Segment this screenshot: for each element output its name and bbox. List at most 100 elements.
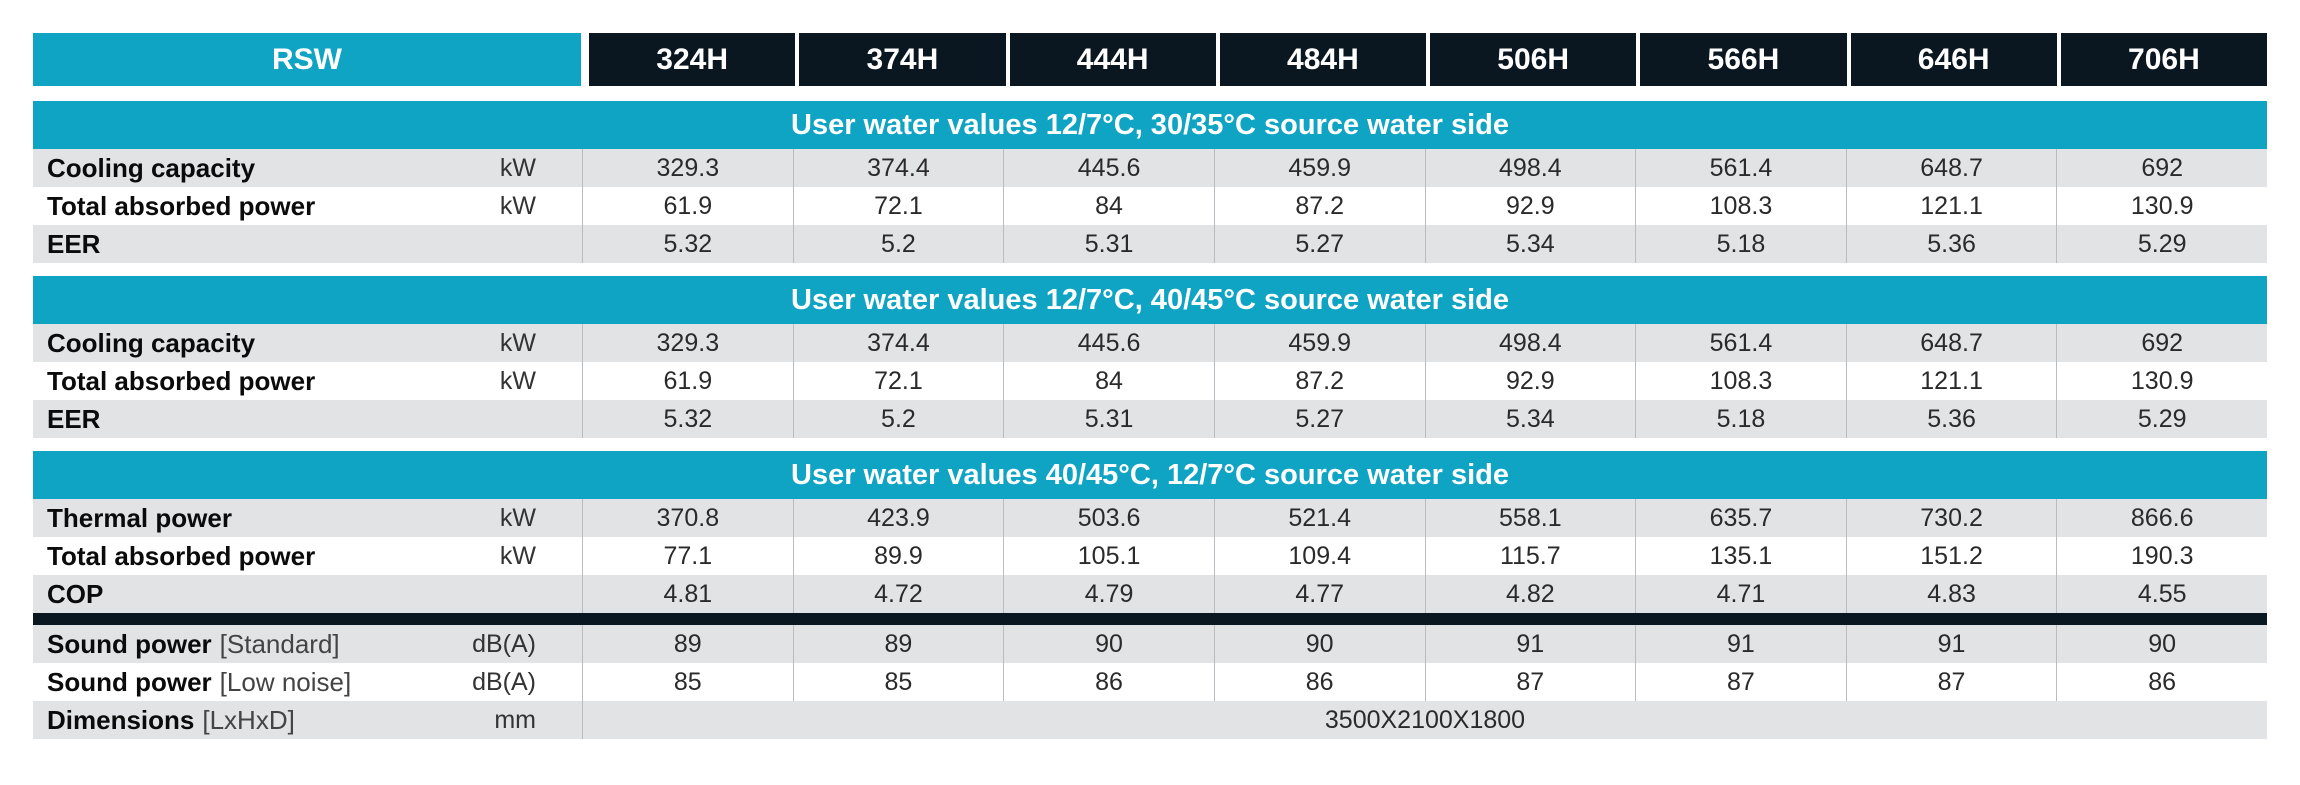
cell-value: 5.34 bbox=[1424, 225, 1636, 263]
cell-value: 5.32 bbox=[582, 400, 793, 438]
row-unit: kW bbox=[499, 191, 536, 220]
cell-value: 423.9 bbox=[792, 499, 1004, 537]
cell-value: 92.9 bbox=[1424, 187, 1636, 225]
cell-value: 4.82 bbox=[1424, 575, 1636, 613]
cell-value: 90 bbox=[1213, 625, 1425, 663]
spec-table: RSW 324H 374H 444H 484H 506H 566H 646H 7… bbox=[33, 33, 2267, 739]
cell-value: 692 bbox=[2056, 149, 2267, 187]
cell-value: 72.1 bbox=[792, 362, 1004, 400]
cell-value: 648.7 bbox=[1845, 324, 2057, 362]
row-label: Sound power bbox=[47, 628, 212, 659]
cell-value: 115.7 bbox=[1424, 537, 1636, 575]
cell-value: 4.79 bbox=[1003, 575, 1214, 613]
row-unit: dB(A) bbox=[472, 667, 536, 696]
model-506h: 506H bbox=[1430, 33, 1637, 86]
row-label: Cooling capacity bbox=[47, 152, 256, 183]
cell-value: 5.18 bbox=[1635, 225, 1846, 263]
cell-value: 4.83 bbox=[1845, 575, 2057, 613]
row-label: Thermal power bbox=[47, 502, 232, 533]
cell-value: 648.7 bbox=[1845, 149, 2057, 187]
row-sublabel: [LxHxD] bbox=[202, 704, 295, 735]
row-label: Dimensions bbox=[47, 704, 195, 735]
cell-value: 370.8 bbox=[582, 499, 793, 537]
cell-value: 374.4 bbox=[792, 149, 1004, 187]
cell-value: 866.6 bbox=[2056, 499, 2267, 537]
cell-value: 89 bbox=[792, 625, 1004, 663]
cell-value: 130.9 bbox=[2056, 187, 2267, 225]
cell-value: 5.29 bbox=[2056, 225, 2267, 263]
row-label: Total absorbed power bbox=[47, 365, 316, 396]
model-374h: 374H bbox=[799, 33, 1006, 86]
section-2-title: User water values 12/7°C, 40/45°C source… bbox=[33, 276, 2267, 324]
cell-value: 77.1 bbox=[582, 537, 793, 575]
section-3-title: User water values 40/45°C, 12/7°C source… bbox=[33, 451, 2267, 499]
cell-value: 374.4 bbox=[792, 324, 1004, 362]
cell-value: 5.18 bbox=[1635, 400, 1846, 438]
cell-value: 87.2 bbox=[1213, 187, 1425, 225]
cell-value: 91 bbox=[1424, 625, 1636, 663]
cell-value: 5.27 bbox=[1213, 400, 1425, 438]
cell-value: 4.71 bbox=[1635, 575, 1846, 613]
cell-value: 5.36 bbox=[1845, 225, 2057, 263]
cell-value: 5.2 bbox=[792, 225, 1004, 263]
row-unit: kW bbox=[499, 153, 536, 182]
row-unit: kW bbox=[499, 366, 536, 395]
cell-value: 121.1 bbox=[1845, 187, 2057, 225]
cell-value: 61.9 bbox=[582, 187, 793, 225]
cell-value: 5.2 bbox=[792, 400, 1004, 438]
cell-value: 121.1 bbox=[1845, 362, 2057, 400]
table-row: Dimensions [LxHxD] mm 3500X2100X1800 bbox=[33, 701, 2267, 739]
table-row: COP 4.81 4.72 4.79 4.77 4.82 4.71 4.83 4… bbox=[33, 575, 2267, 613]
row-label: EER bbox=[47, 228, 101, 259]
cell-value: 105.1 bbox=[1003, 537, 1214, 575]
table-row: EER 5.32 5.2 5.31 5.27 5.34 5.18 5.36 5.… bbox=[33, 225, 2267, 263]
cell-value: 61.9 bbox=[582, 362, 793, 400]
table-row: Sound power [Standard] dB(A) 89 89 90 90… bbox=[33, 625, 2267, 663]
cell-value: 89 bbox=[582, 625, 793, 663]
cell-value: 108.3 bbox=[1635, 187, 1846, 225]
model-444h: 444H bbox=[1009, 33, 1216, 86]
table-row: Thermal power kW 370.8 423.9 503.6 521.4… bbox=[33, 499, 2267, 537]
cell-value: 130.9 bbox=[2056, 362, 2267, 400]
row-label: Total absorbed power bbox=[47, 190, 316, 221]
cell-value: 84 bbox=[1003, 362, 1214, 400]
row-unit: mm bbox=[494, 705, 536, 734]
table-row: Total absorbed power kW 61.9 72.1 84 87.… bbox=[33, 362, 2267, 400]
table-row: Cooling capacity kW 329.3 374.4 445.6 45… bbox=[33, 149, 2267, 187]
cell-value: 190.3 bbox=[2056, 537, 2267, 575]
row-unit: dB(A) bbox=[472, 629, 536, 658]
cell-value: 85 bbox=[792, 663, 1004, 701]
model-324h: 324H bbox=[589, 33, 796, 86]
model-706h: 706H bbox=[2060, 33, 2267, 86]
cell-value: 445.6 bbox=[1003, 149, 1214, 187]
cell-value: 459.9 bbox=[1213, 149, 1425, 187]
table-row: Total absorbed power kW 61.9 72.1 84 87.… bbox=[33, 187, 2267, 225]
brand-cell: RSW bbox=[33, 33, 581, 86]
cell-value: 558.1 bbox=[1424, 499, 1636, 537]
cell-value: 89.9 bbox=[792, 537, 1004, 575]
cell-value: 459.9 bbox=[1213, 324, 1425, 362]
table-row: EER 5.32 5.2 5.31 5.27 5.34 5.18 5.36 5.… bbox=[33, 400, 2267, 438]
row-unit: kW bbox=[499, 503, 536, 532]
cell-value: 87 bbox=[1635, 663, 1846, 701]
cell-value: 5.34 bbox=[1424, 400, 1636, 438]
row-sublabel: [Low noise] bbox=[219, 666, 352, 697]
row-sublabel: [Standard] bbox=[219, 628, 340, 659]
table-row: Total absorbed power kW 77.1 89.9 105.1 … bbox=[33, 537, 2267, 575]
cell-value: 92.9 bbox=[1424, 362, 1636, 400]
cell-value: 561.4 bbox=[1635, 149, 1846, 187]
model-646h: 646H bbox=[1850, 33, 2057, 86]
row-label: COP bbox=[47, 578, 104, 609]
header-row: RSW 324H 374H 444H 484H 506H 566H 646H 7… bbox=[33, 33, 2267, 86]
cell-value: 86 bbox=[2056, 663, 2267, 701]
cell-value: 498.4 bbox=[1424, 324, 1636, 362]
cell-value: 521.4 bbox=[1213, 499, 1425, 537]
cell-value: 692 bbox=[2056, 324, 2267, 362]
cell-value: 86 bbox=[1003, 663, 1214, 701]
cell-value: 498.4 bbox=[1424, 149, 1636, 187]
cell-value: 4.72 bbox=[792, 575, 1004, 613]
divider bbox=[33, 613, 2267, 625]
row-label: EER bbox=[47, 403, 101, 434]
model-484h: 484H bbox=[1219, 33, 1426, 86]
model-566h: 566H bbox=[1640, 33, 1847, 86]
